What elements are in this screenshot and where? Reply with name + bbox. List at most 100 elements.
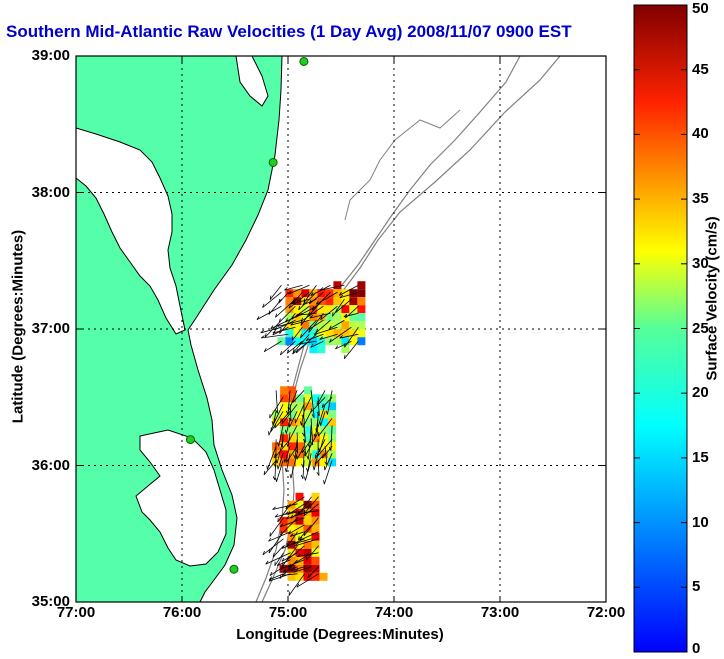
velocity-vector [261,333,289,339]
velocity-vector [297,312,317,316]
velocity-vector [330,425,333,451]
velocity-cell [285,321,294,330]
velocity-vector-head [272,476,276,481]
velocity-vector-head [275,409,278,414]
velocity-cell [309,321,318,330]
velocity-vector [303,517,319,537]
colorbar-tick-label: 35 [692,190,709,208]
figure-title: Southern Mid-Atlantic Raw Velocities (1 … [6,22,572,41]
velocity-vector [305,545,319,561]
velocity-cell [328,458,337,467]
velocity-cell [357,305,366,314]
velocity-vector [269,566,284,576]
pamlico-sound [135,429,227,567]
velocity-vector [310,397,326,413]
velocity-vector [274,552,284,566]
velocity-cell [295,548,304,557]
velocity-vector [314,453,326,465]
velocity-vector [294,439,298,459]
velocity-vector [277,453,284,470]
velocity-cell [304,402,313,411]
velocity-cell [311,532,320,541]
velocity-cell [296,418,305,427]
x-tick-label: 75:00 [268,604,308,621]
velocity-vector-head [266,465,268,470]
velocity-cell [279,564,288,573]
colorbar-tick-label: 25 [692,319,709,337]
velocity-vector-head [276,562,280,566]
x-tick-label: 72:00 [586,604,626,621]
velocity-vector [302,453,305,468]
station-marker [268,157,278,167]
velocity-vector-head [297,536,300,541]
velocity-cell [301,289,310,298]
velocity-vector [327,390,333,415]
velocity-vector [303,496,319,515]
velocity-vector [262,291,282,308]
velocity-vector [339,284,359,296]
velocity-vector-head [343,354,346,359]
x-tick-label: 77:00 [56,604,96,621]
velocity-vector-head [302,432,305,437]
velocity-vector [321,397,333,408]
velocity-cell [309,329,318,338]
velocity-cell [317,329,326,338]
velocity-vector-head [329,338,332,343]
velocity-cell [280,450,289,459]
velocity-vector-head [321,403,324,408]
velocity-cell [357,313,366,322]
velocity-vector-head [316,471,320,476]
velocity-vector [264,319,282,338]
velocity-vector [274,453,277,481]
velocity-cell [296,458,305,467]
velocity-cell [304,458,313,467]
velocity-vector-head [323,480,325,485]
velocity-vector [320,305,338,321]
velocity-vector-head [319,336,323,340]
velocity-vector-head [306,467,309,472]
velocity-cell [311,540,320,549]
velocity-vector-head [300,333,302,339]
velocity-cell [333,297,342,306]
velocity-vector [324,453,333,471]
velocity-cell [293,337,302,346]
velocity-vector-head [286,515,290,520]
x-tick-label: 73:00 [480,604,520,621]
y-tick-label: 35:00 [31,593,70,610]
velocity-cell [280,402,289,411]
velocity-cell [296,402,305,411]
velocity-vector-head [277,323,281,327]
axis-tick-marks [75,55,607,603]
velocity-vector-head [280,531,282,536]
velocity-vector-head [320,315,323,320]
velocity-cell [312,450,321,459]
velocity-vector [303,397,312,412]
velocity-vector-head [315,300,319,305]
velocity-vector [290,453,298,479]
velocity-vector-head [272,329,277,334]
colorbar-tick-label: 5 [692,578,701,596]
velocity-vector-head [269,532,271,537]
velocity-vector-head [290,567,294,571]
velocity-cell [288,386,297,395]
velocity-vector-head [282,569,287,573]
velocity-cell [272,418,281,427]
velocity-cell [325,329,334,338]
velocity-vector [295,538,319,547]
velocity-vector-head [292,350,295,355]
velocity-vector-head [298,341,303,345]
colorbar-tick-label: 45 [692,60,709,78]
velocity-cell [280,418,289,427]
velocity-vector [296,432,299,453]
velocity-vector [269,397,284,419]
velocity-vector-head [277,442,280,447]
velocity-cell [309,337,318,346]
velocity-cell [325,297,334,306]
velocity-vector-head [262,303,265,308]
velocity-vector [303,439,306,454]
velocity-vector [317,397,320,416]
velocity-cell [333,329,342,338]
velocity-cell [288,458,297,467]
velocity-vector [323,460,333,485]
velocity-vector [262,538,284,556]
